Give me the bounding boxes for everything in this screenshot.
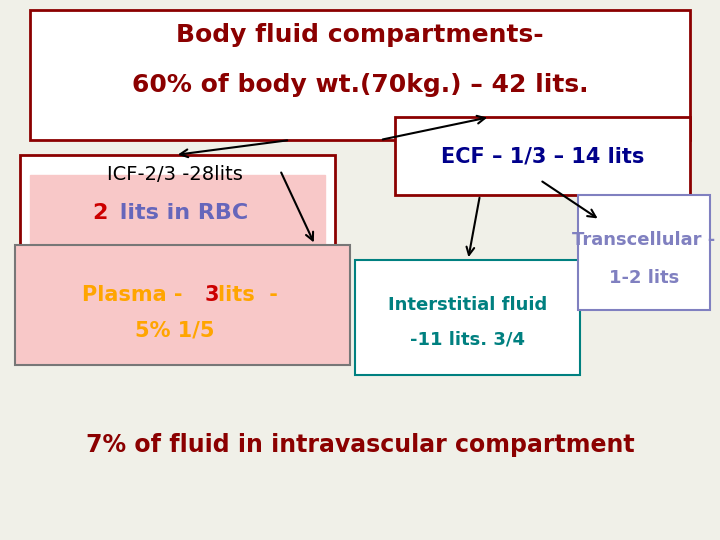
Bar xyxy=(15,245,350,365)
Bar xyxy=(30,10,690,140)
Text: 5% 1/5: 5% 1/5 xyxy=(135,320,215,340)
Text: lits in RBC: lits in RBC xyxy=(112,203,248,223)
Text: Transcellular -: Transcellular - xyxy=(572,231,716,249)
Bar xyxy=(395,117,690,195)
Bar xyxy=(355,260,580,375)
Text: -11 lits. 3/4: -11 lits. 3/4 xyxy=(410,331,526,349)
Text: lits  -: lits - xyxy=(218,285,278,305)
Text: Interstitial fluid: Interstitial fluid xyxy=(388,296,548,314)
Text: ECF – 1/3 – 14 lits: ECF – 1/3 – 14 lits xyxy=(441,146,644,166)
Text: 1-2 lits: 1-2 lits xyxy=(609,269,679,287)
Text: 3: 3 xyxy=(205,285,220,305)
Bar xyxy=(20,155,335,355)
Bar xyxy=(30,175,325,250)
Text: 7% of fluid in intravascular compartment: 7% of fluid in intravascular compartment xyxy=(86,433,634,457)
Text: 60% of body wt.(70kg.) – 42 lits.: 60% of body wt.(70kg.) – 42 lits. xyxy=(132,73,588,97)
Bar xyxy=(578,195,710,310)
Text: 2: 2 xyxy=(93,203,108,223)
Text: Plasma -: Plasma - xyxy=(82,285,182,305)
Text: Body fluid compartments-: Body fluid compartments- xyxy=(176,23,544,47)
Text: ICF-2/3 -28lits: ICF-2/3 -28lits xyxy=(107,165,243,185)
